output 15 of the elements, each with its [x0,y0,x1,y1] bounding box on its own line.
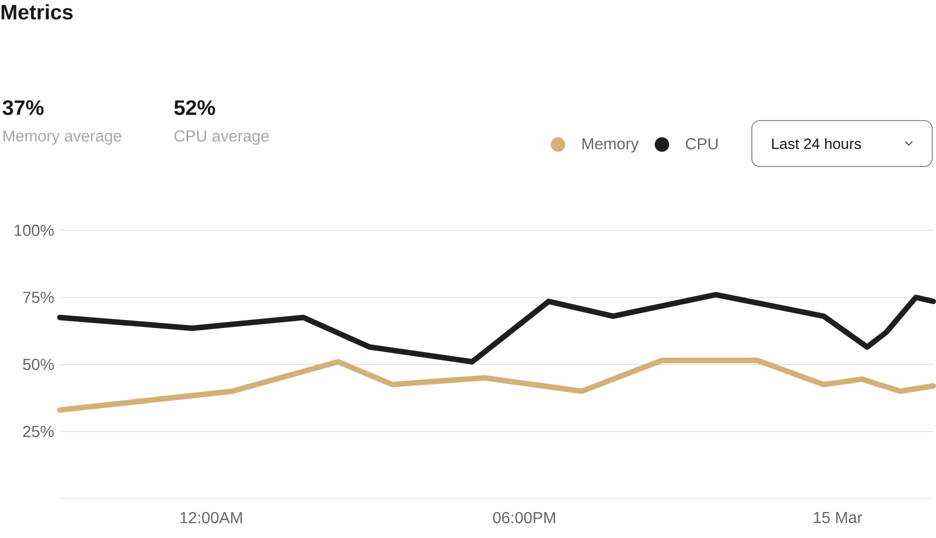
x-tick-label: 12:00AM [180,512,242,524]
y-tick-label: 100% [14,224,54,236]
legend-label: Memory [582,138,639,152]
text: Memory average [4,130,122,145]
text: 37% [2,100,44,115]
y-tick-label: 50% [23,358,54,370]
y-tick-label: 75% [23,292,54,303]
x-tick-label: 06:00PM [493,512,555,524]
legend-label: CPU [686,138,718,150]
text: CPU average [174,130,269,145]
y-tick-label: 25% [23,426,54,437]
text: 52% [174,100,216,115]
chart-title: Metrics [2,4,73,20]
text: Last 24 hours [772,138,861,149]
x-tick-label: 15 Mar [814,512,862,523]
